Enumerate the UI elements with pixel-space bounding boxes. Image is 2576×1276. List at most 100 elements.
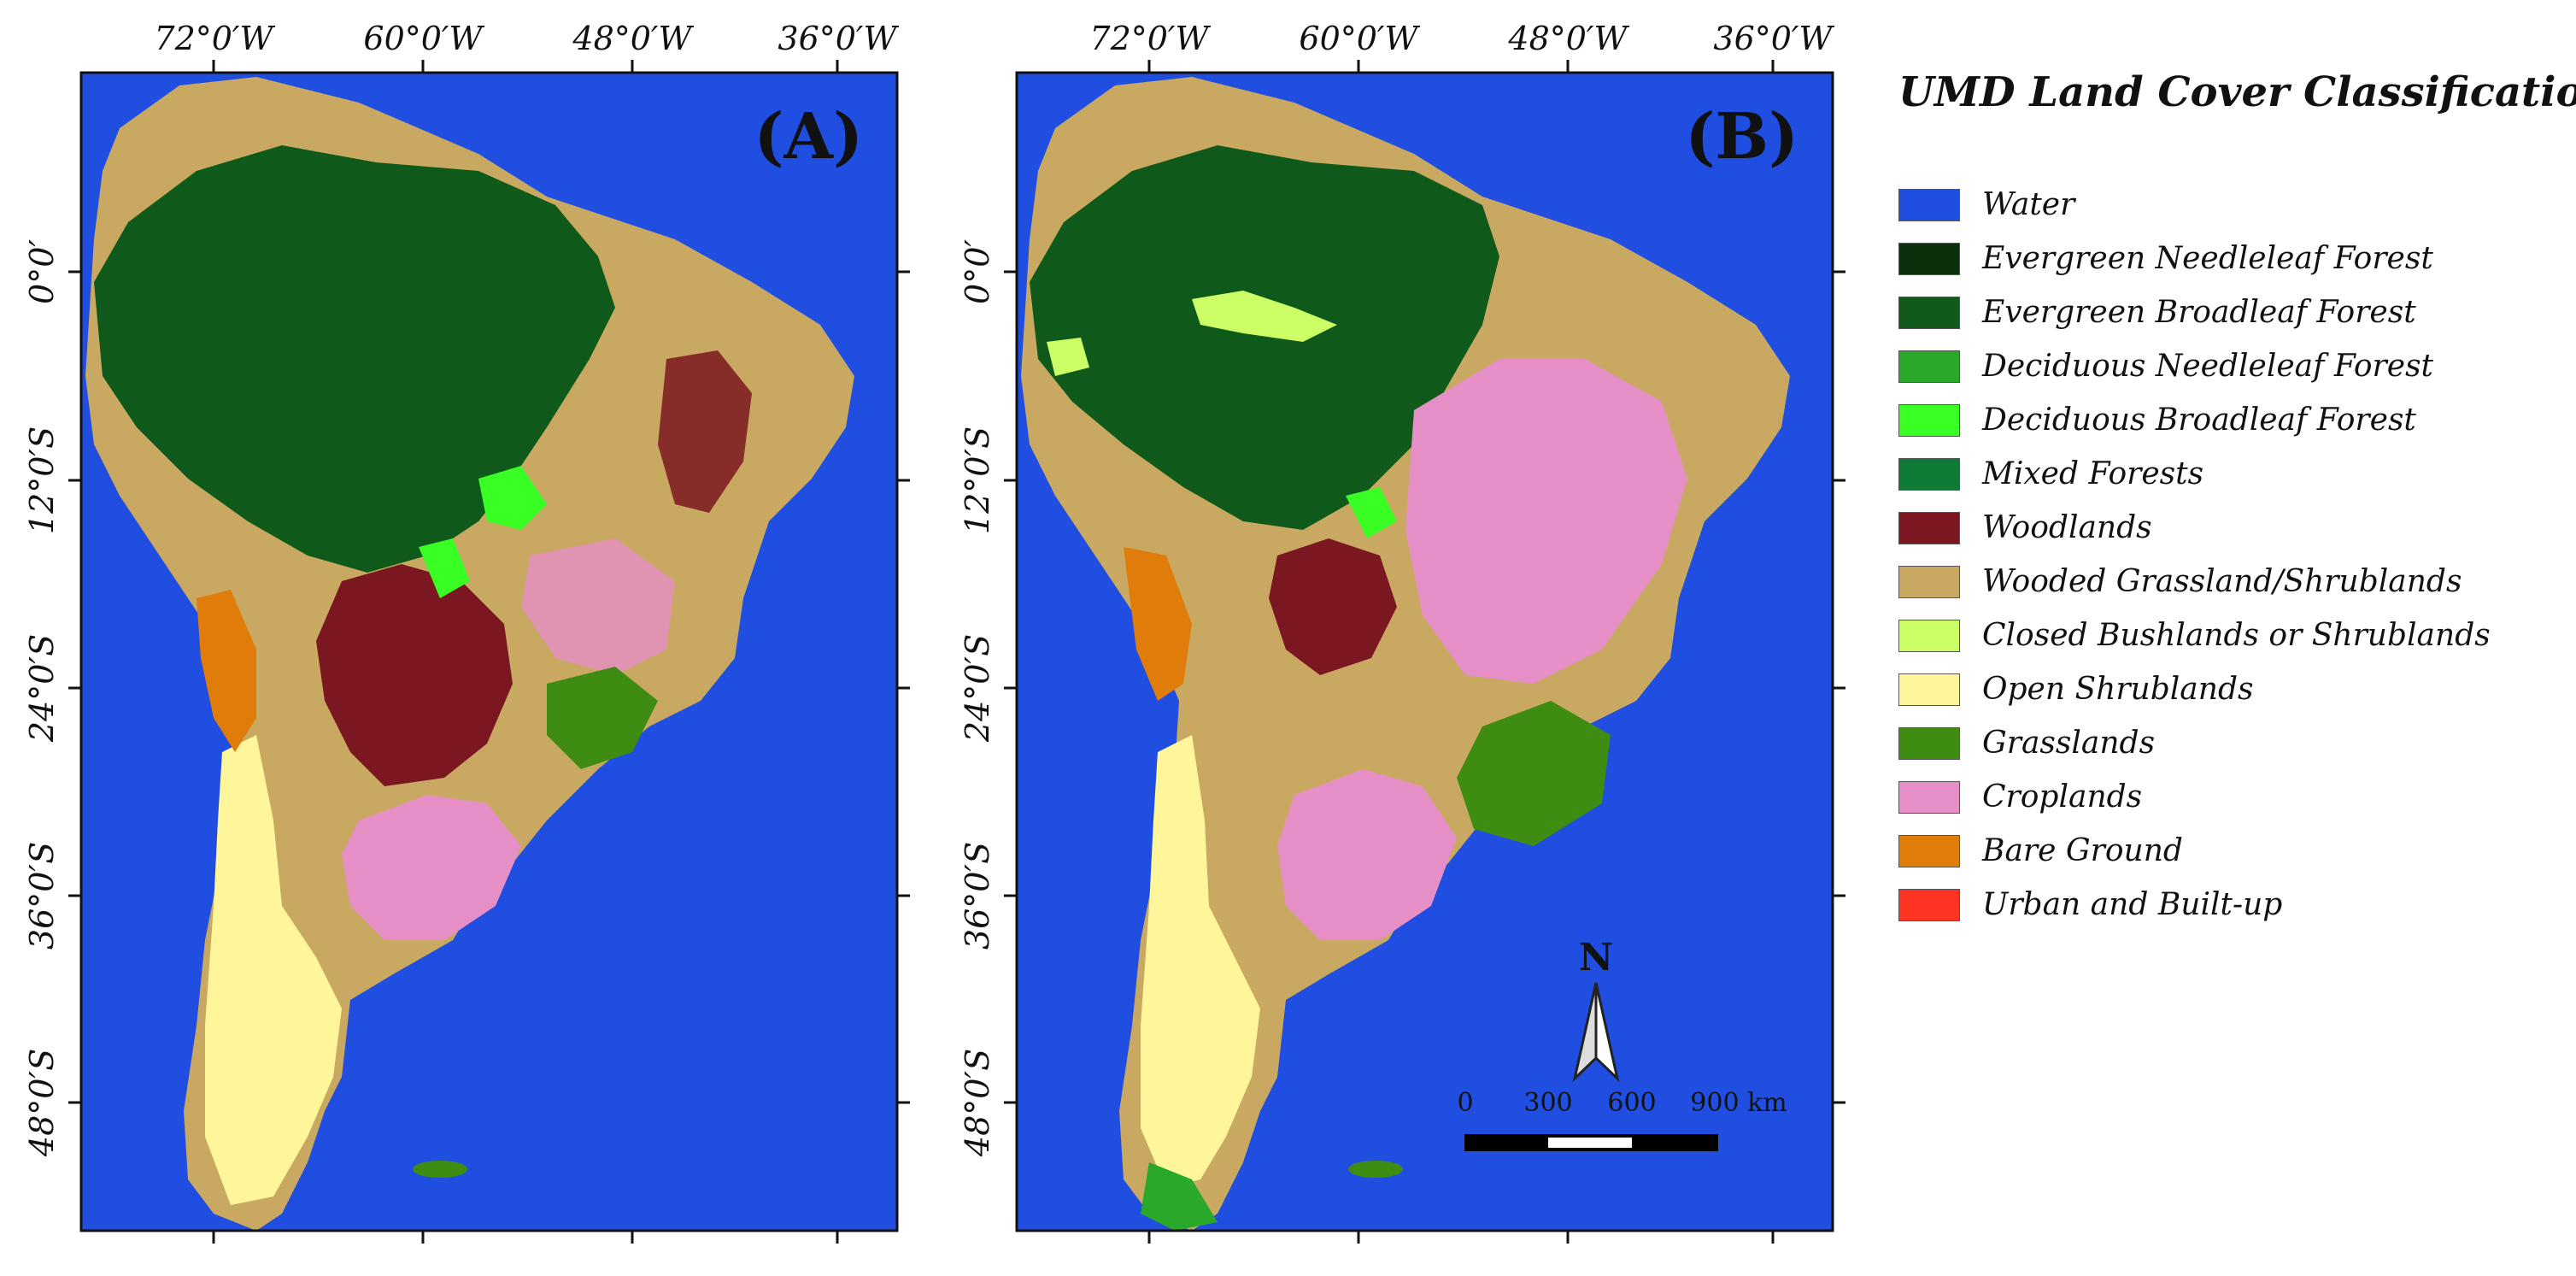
north-arrow-right (1594, 982, 1620, 1083)
legend-swatch (1898, 511, 1960, 544)
lat-label-12s: 12°0′S (23, 426, 61, 534)
legend-swatch (1898, 350, 1960, 383)
scale-label-0: 0 (1457, 1088, 1473, 1118)
croplands-region-central (521, 538, 675, 675)
croplands-region-central (1405, 359, 1687, 684)
woodlands-region-east (658, 350, 752, 513)
falkland-islands (1348, 1161, 1403, 1178)
deciduous-broadleaf-patch-2 (419, 538, 470, 598)
legend-swatch (1898, 780, 1960, 814)
north-label: N (1579, 936, 1613, 979)
lon-label-72w: 72°0′W (154, 20, 275, 57)
deciduous-broadleaf-patch (1346, 487, 1397, 538)
legend-item: Water (1898, 178, 2565, 232)
lon-label-48w: 48°0′W (572, 20, 694, 57)
legend-label: Bare Ground (1982, 833, 2183, 868)
lat-label-0: 0°0′ (23, 239, 61, 304)
evergreen-broadleaf-region (94, 145, 615, 573)
legend-item: Bare Ground (1898, 824, 2565, 878)
open-shrublands-region (1141, 735, 1260, 1188)
map-panel-b: 72°0′W 60°0′W 48°0′W 36°0′W 0°0′ 12°0′S … (936, 0, 1858, 1276)
scale-label-600: 600 (1607, 1088, 1656, 1118)
legend-item: Mixed Forests (1898, 447, 2565, 501)
lon-label-36w: 36°0′W (1713, 20, 1834, 57)
legend-label: Deciduous Needleleaf Forest (1982, 349, 2434, 384)
lat-label-36s: 36°0′S (959, 842, 996, 950)
legend-label: Croplands (1982, 779, 2143, 814)
lon-label-60w: 60°0′W (363, 20, 484, 57)
legend-swatch (1898, 457, 1960, 491)
falkland-islands (413, 1161, 467, 1178)
legend-item: Evergreen Needleleaf Forest (1898, 232, 2565, 285)
legend-swatch (1898, 296, 1960, 329)
legend-item: Urban and Built-up (1898, 878, 2565, 932)
croplands-region (342, 795, 521, 940)
map-panel-a: 72°0′W 60°0′W 48°0′W 36°0′W 0°0′ 12°0′S … (0, 0, 923, 1276)
map-b: 72°0′W 60°0′W 48°0′W 36°0′W 0°0′ 12°0′S … (959, 20, 1845, 1244)
scale-bar-segment (1548, 1138, 1632, 1148)
legend-swatch (1898, 188, 1960, 221)
lat-label-48s: 48°0′S (959, 1049, 996, 1157)
deciduous-broadleaf-patch (478, 466, 547, 530)
legend-item: Croplands (1898, 770, 2565, 824)
lon-label-72w: 72°0′W (1089, 20, 1211, 57)
land-cover-a (85, 77, 854, 1231)
grasslands-region (1457, 701, 1611, 846)
deciduous-broadleaf-tip (1141, 1162, 1218, 1231)
lat-ticks (68, 270, 910, 1104)
lon-label-36w: 36°0′W (777, 20, 899, 57)
legend-swatch (1898, 673, 1960, 706)
legend-swatch (1898, 888, 1960, 921)
legend-label: Evergreen Broadleaf Forest (1982, 295, 2416, 330)
map-frame (79, 71, 899, 1232)
map-a: 72°0′W 60°0′W 48°0′W 36°0′W 0°0′ 12°0′S … (23, 20, 910, 1244)
panel-label-a: (A) (754, 100, 863, 173)
lon-label-60w: 60°0′W (1299, 20, 1420, 57)
lon-label-48w: 48°0′W (1507, 20, 1629, 57)
open-shrublands-region (205, 735, 342, 1205)
legend-item: Woodlands (1898, 501, 2565, 555)
north-arrow: N (1572, 936, 1620, 1083)
legend-label: Grasslands (1982, 726, 2156, 761)
legend-item: Grasslands (1898, 716, 2565, 770)
lat-label-0: 0°0′ (959, 239, 996, 304)
croplands-region-south (1277, 769, 1457, 940)
land-cover-b (1021, 77, 1790, 1231)
legend-label: Water (1982, 187, 2075, 222)
legend-label: Closed Bushlands or Shrublands (1982, 618, 2491, 653)
legend-label: Woodlands (1982, 510, 2152, 545)
legend-swatch (1898, 242, 1960, 275)
legend-swatch (1898, 726, 1960, 760)
panel-label-b: (B) (1685, 100, 1799, 173)
bare-ground-region (197, 590, 256, 752)
legend-label: Evergreen Needleleaf Forest (1982, 241, 2433, 276)
woodlands-region (316, 564, 513, 786)
lat-ticks (1004, 270, 1845, 1104)
lat-label-12s: 12°0′S (959, 426, 996, 534)
lon-ticks (1147, 60, 1775, 1244)
legend-item: Open Shrublands (1898, 662, 2565, 716)
legend-item: Wooded Grassland/Shrublands (1898, 555, 2565, 609)
legend-label: Urban and Built-up (1982, 887, 2283, 922)
lat-label-24s: 24°0′S (23, 634, 61, 743)
legend-label: Mixed Forests (1982, 456, 2204, 491)
legend-item: Deciduous Needleleaf Forest (1898, 339, 2565, 393)
lat-label-48s: 48°0′S (23, 1049, 61, 1157)
scale-bar: 0 300 600 900 km (1457, 1088, 1787, 1151)
closed-bushlands-patch-2 (1047, 338, 1089, 376)
legend-label: Deciduous Broadleaf Forest (1982, 403, 2416, 438)
legend-swatch (1898, 565, 1960, 598)
woodlands-region (1269, 538, 1397, 675)
legend-item: Evergreen Broadleaf Forest (1898, 285, 2565, 339)
grasslands-region (547, 667, 658, 769)
evergreen-broadleaf-region (1030, 145, 1499, 530)
scale-label-300: 300 (1523, 1088, 1572, 1118)
lat-label-36s: 36°0′S (23, 842, 61, 950)
scale-label-900: 900 km (1690, 1088, 1787, 1118)
lat-label-24s: 24°0′S (959, 634, 996, 743)
legend-swatch (1898, 834, 1960, 867)
map-frame (1015, 71, 1834, 1232)
legend-title: UMD Land Cover Classification (1898, 68, 2576, 116)
legend-item: Deciduous Broadleaf Forest (1898, 393, 2565, 447)
bare-ground-region (1124, 547, 1192, 701)
